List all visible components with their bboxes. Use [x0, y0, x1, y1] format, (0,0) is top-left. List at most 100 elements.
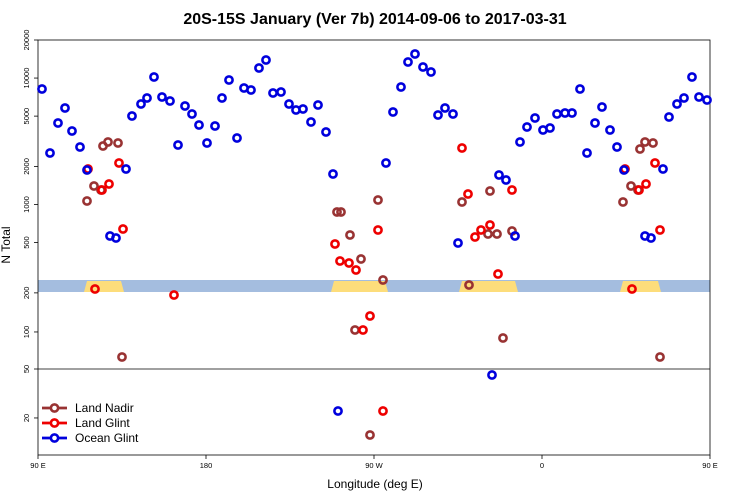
y-tick-label: 500	[22, 236, 31, 249]
data-point	[694, 92, 704, 102]
data-point	[345, 230, 355, 240]
data-point	[418, 62, 428, 72]
data-point	[483, 229, 493, 239]
data-point	[344, 258, 354, 268]
data-point	[149, 72, 159, 82]
data-point	[619, 165, 629, 175]
y-tick-label: 100	[22, 326, 31, 339]
data-point	[335, 256, 345, 266]
data-point	[635, 144, 645, 154]
data-point	[378, 406, 388, 416]
data-point	[365, 311, 375, 321]
data-point	[494, 170, 504, 180]
data-point	[298, 104, 308, 114]
data-point	[328, 169, 338, 179]
data-point	[351, 265, 361, 275]
y-axis-label: N Total	[0, 226, 13, 263]
data-point	[702, 95, 712, 105]
data-point	[276, 87, 286, 97]
x-tick-label: 0	[540, 461, 544, 470]
data-point	[487, 370, 497, 380]
data-point	[530, 113, 540, 123]
data-point	[232, 133, 242, 143]
data-point	[388, 107, 398, 117]
data-point	[306, 117, 316, 127]
data-point	[97, 185, 107, 195]
data-point	[687, 72, 697, 82]
data-point	[485, 186, 495, 196]
data-point	[202, 138, 212, 148]
data-point	[522, 122, 532, 132]
data-point	[655, 225, 665, 235]
chart-title: 20S-15S January (Ver 7b) 2014-09-06 to 2…	[183, 11, 566, 28]
data-point	[350, 325, 360, 335]
data-point	[672, 99, 682, 109]
data-point	[45, 148, 55, 158]
data-point	[180, 101, 190, 111]
data-point	[507, 185, 517, 195]
data-point	[597, 102, 607, 112]
data-point	[410, 49, 420, 59]
data-point	[679, 93, 689, 103]
data-point	[103, 137, 113, 147]
data-point	[493, 269, 503, 279]
data-point	[113, 138, 123, 148]
data-point	[217, 93, 227, 103]
data-point	[330, 239, 340, 249]
data-point	[114, 158, 124, 168]
data-point	[37, 84, 47, 94]
data-point	[463, 189, 473, 199]
data-point	[457, 197, 467, 207]
data-point	[121, 164, 131, 174]
data-point	[118, 224, 128, 234]
data-point	[187, 109, 197, 119]
data-point	[646, 233, 656, 243]
y-tick-label: 10000	[22, 68, 31, 89]
data-point	[127, 111, 137, 121]
data-point	[75, 142, 85, 152]
data-points	[37, 49, 712, 440]
data-point	[641, 179, 651, 189]
data-point	[464, 280, 474, 290]
data-point	[515, 137, 525, 147]
x-tick-label: 180	[200, 461, 213, 470]
data-point	[169, 290, 179, 300]
y-tick-label: 20000	[22, 30, 31, 51]
data-point	[470, 232, 480, 242]
data-point	[90, 284, 100, 294]
legend-label: Land Nadir	[75, 401, 134, 415]
y-tick-label: 1000	[22, 196, 31, 213]
data-point	[358, 325, 368, 335]
data-point	[194, 120, 204, 130]
axes: 90 E 180 90 W 0 90 E 200 500 1000 2000 5000 10000 2…	[22, 30, 718, 470]
data-point	[82, 196, 92, 206]
data-point	[396, 82, 406, 92]
data-point	[552, 109, 562, 119]
data-point	[640, 137, 650, 147]
data-point	[426, 67, 436, 77]
land-band	[331, 281, 388, 292]
data-point	[224, 75, 234, 85]
data-point	[612, 142, 622, 152]
data-point	[448, 109, 458, 119]
data-point	[111, 233, 121, 243]
data-point	[165, 96, 175, 106]
y-tick-label: 2000	[22, 158, 31, 175]
x-axis-label: Longitude (deg E)	[327, 477, 422, 491]
data-point	[53, 118, 63, 128]
data-point	[590, 118, 600, 128]
y-tick-label: 200	[22, 287, 31, 300]
data-point	[373, 195, 383, 205]
data-point	[173, 140, 183, 150]
data-point	[433, 110, 443, 120]
data-point	[582, 148, 592, 158]
data-point	[634, 185, 644, 195]
legend-label: Ocean Glint	[75, 431, 139, 445]
data-point	[246, 85, 256, 95]
data-point	[268, 88, 278, 98]
data-point	[664, 112, 674, 122]
data-point	[254, 63, 264, 73]
legend-marker	[49, 433, 60, 443]
